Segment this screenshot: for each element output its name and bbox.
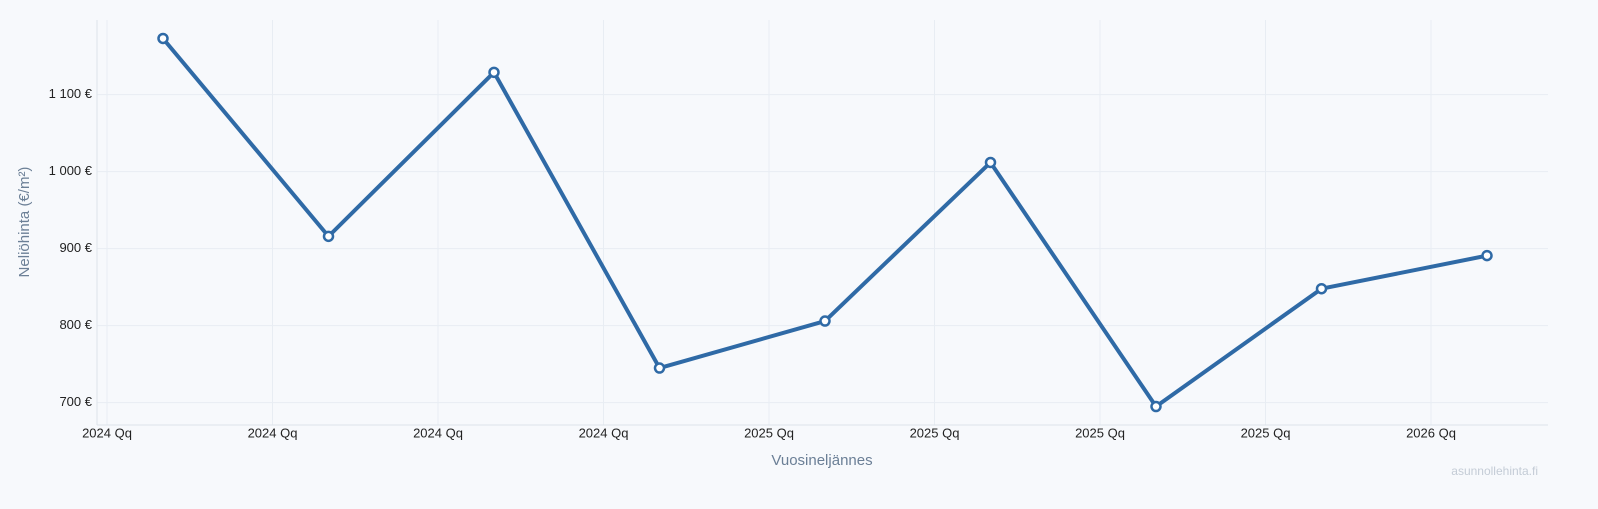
y-tick-label: 1 100 € xyxy=(49,86,93,101)
point xyxy=(488,66,500,79)
y-tick-label: 800 € xyxy=(59,317,92,332)
x-tick-label: 2025 Qq xyxy=(1241,425,1291,440)
x-tick-label: 2024 Qq xyxy=(82,425,132,440)
y-tick-label: 700 € xyxy=(59,394,92,409)
x-tick-label: 2026 Qq xyxy=(1406,425,1456,440)
point xyxy=(1315,282,1328,295)
point xyxy=(819,315,831,327)
x-tick-label: 2024 Qq xyxy=(413,425,463,440)
x-tick-label: 2025 Qq xyxy=(910,425,960,440)
x-tick-label: 2024 Qq xyxy=(579,425,629,440)
watermark: asunnollehinta.fi xyxy=(1451,464,1538,478)
x-axis-label: Vuosineljännes xyxy=(771,452,872,469)
point xyxy=(1481,249,1493,262)
y-tick-label: 1 000 € xyxy=(49,163,93,178)
x-tick-label: 2024 Qq xyxy=(248,425,298,440)
y-axis-label: Neliöhinta (€/m²) xyxy=(16,167,33,278)
point xyxy=(1150,400,1162,413)
point xyxy=(653,362,666,374)
point xyxy=(157,32,169,45)
y-tick-label: 900 € xyxy=(59,240,92,255)
point xyxy=(322,230,335,243)
point xyxy=(984,156,997,169)
x-tick-label: 2025 Qq xyxy=(1075,425,1125,440)
x-tick-label: 2025 Qq xyxy=(744,425,794,440)
